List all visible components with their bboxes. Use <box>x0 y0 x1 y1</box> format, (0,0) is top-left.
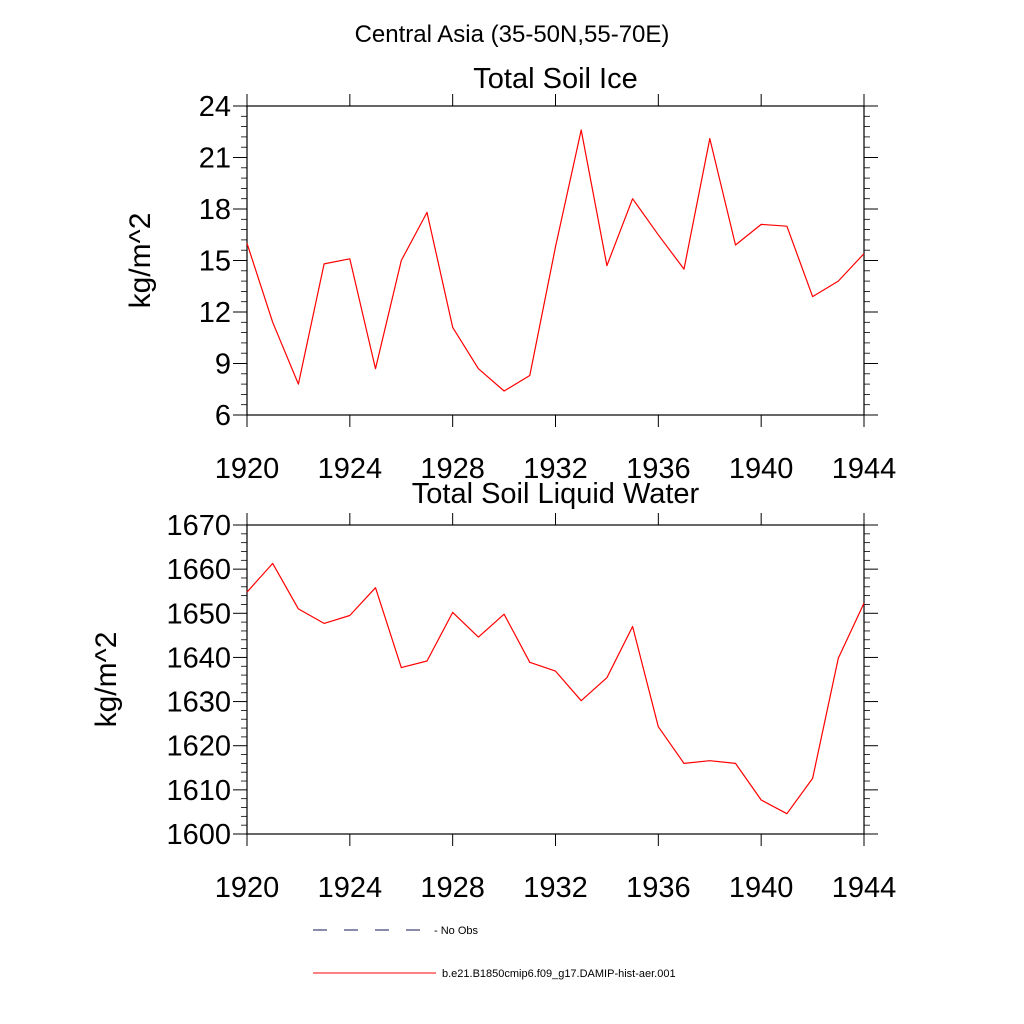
y-tick-label: 9 <box>215 349 231 381</box>
y-tick-label: 1670 <box>166 510 231 542</box>
x-tick-label: 1920 <box>215 453 280 485</box>
x-tick-label: 1928 <box>420 453 485 485</box>
chart-title: Total Soil Liquid Water <box>412 478 700 510</box>
panel-total-soil-liquid-water: Total Soil Liquid Water kg/m^2 1920 1924 192… <box>90 478 896 904</box>
legend-model-label: b.e21.B1850cmip6.f09_g17.DAMIP-hist-aer.… <box>442 968 676 980</box>
legend-obs-label: - No Obs <box>434 925 479 937</box>
x-tick-label: 1920 <box>215 872 280 904</box>
x-tick-label: 1928 <box>420 872 485 904</box>
x-tick-label: 1932 <box>523 453 588 485</box>
y-axis-label: kg/m^2 <box>124 213 157 309</box>
series-line <box>246 129 865 392</box>
x-tick-label: 1944 <box>832 872 897 904</box>
x-tick-label: 1940 <box>729 872 794 904</box>
y-tick-label: 1650 <box>166 598 231 630</box>
legend: - No Obs b.e21.B1850cmip6.f09_g17.DAMIP-… <box>313 925 676 980</box>
x-tick-label: 1936 <box>626 453 691 485</box>
plot-frame <box>246 524 865 835</box>
series-line <box>246 562 865 815</box>
panel-total-soil-ice: Total Soil Ice kg/m^2 1920 1924 1928 1932 1936… <box>124 63 896 485</box>
y-tick-label: 1620 <box>166 731 231 763</box>
x-tick-label: 1924 <box>318 453 383 485</box>
y-tick-label: 21 <box>199 143 231 175</box>
y-tick-label: 15 <box>199 246 231 278</box>
chart-title: Total Soil Ice <box>473 63 637 95</box>
x-tick-label: 1940 <box>729 453 794 485</box>
y-tick-label: 1640 <box>166 642 231 674</box>
x-tick-label: 1924 <box>318 872 383 904</box>
y-tick-label: 1660 <box>166 554 231 586</box>
y-tick-label: 18 <box>199 194 231 226</box>
y-axis-label: kg/m^2 <box>90 632 123 728</box>
y-tick-label: 1630 <box>166 687 231 719</box>
x-tick-label: 1944 <box>832 453 897 485</box>
y-tick-label: 6 <box>215 400 231 432</box>
x-tick-label: 1932 <box>523 872 588 904</box>
figure-title: Central Asia (35-50N,55-70E) <box>355 21 670 48</box>
y-tick-label: 12 <box>199 297 231 329</box>
x-tick-label: 1936 <box>626 872 691 904</box>
y-tick-label: 1600 <box>166 819 231 851</box>
y-tick-label: 24 <box>199 91 231 123</box>
y-tick-label: 1610 <box>166 775 231 807</box>
